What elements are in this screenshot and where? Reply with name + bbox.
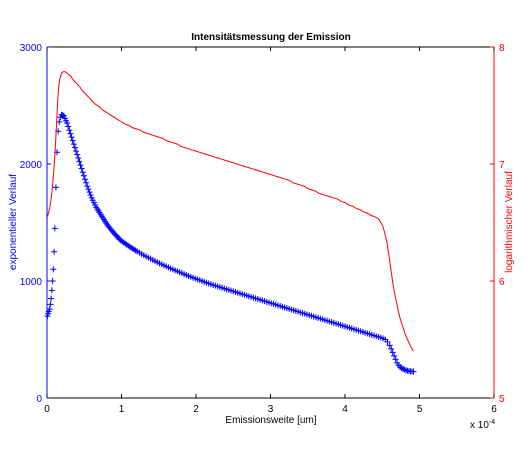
data-point — [47, 301, 54, 308]
series-line — [46, 71, 414, 352]
data-point — [410, 368, 417, 375]
data-point — [68, 134, 75, 141]
x-tick-label: 3 — [268, 404, 274, 415]
data-point — [48, 295, 55, 302]
y-left-axis-title: exponentieller Verlauf — [8, 174, 19, 270]
x-axis-multiplier-exponent: -4 — [489, 419, 495, 426]
x-tick-label: 5 — [417, 404, 423, 415]
exponential-series — [44, 111, 417, 375]
data-point — [59, 111, 66, 118]
data-point — [73, 148, 80, 155]
x-tick-label: 6 — [491, 404, 497, 415]
x-axis-multiplier-base: x 10 — [470, 420, 489, 431]
data-point — [386, 342, 393, 349]
plot-frame — [46, 46, 495, 399]
y-right-axis-title: logarithmischer Verlauf — [504, 171, 515, 273]
logarithmic-series — [46, 71, 414, 352]
data-point — [50, 266, 57, 273]
data-point — [65, 123, 72, 130]
data-point — [69, 137, 76, 144]
data-point — [384, 338, 391, 345]
data-point — [56, 118, 63, 125]
data-point — [51, 248, 58, 255]
x-axis-title: Emissionsweite [um] — [225, 415, 316, 426]
data-point — [79, 169, 86, 176]
data-point — [51, 225, 58, 232]
data-point — [52, 184, 59, 191]
x-tick-label: 2 — [193, 404, 199, 415]
data-point — [77, 162, 84, 169]
y-left-tick-label: 0 — [36, 394, 42, 405]
data-point — [71, 144, 78, 151]
data-point — [75, 155, 82, 162]
data-point — [401, 366, 408, 373]
data-point — [389, 349, 396, 356]
data-point — [400, 365, 407, 372]
data-point — [85, 186, 92, 193]
data-point — [81, 176, 88, 183]
y-right-tick-label: 8 — [499, 43, 505, 54]
data-point — [388, 345, 395, 352]
x-tick-label: 0 — [44, 404, 50, 415]
data-point — [84, 183, 91, 190]
data-point — [66, 127, 73, 134]
data-point — [80, 172, 87, 179]
data-point — [64, 120, 71, 127]
y-right-tick-label: 5 — [499, 394, 505, 405]
y-left-tick-label: 3000 — [20, 43, 43, 54]
data-point — [86, 189, 93, 196]
y-left-tick-label: 1000 — [20, 277, 43, 288]
data-point — [392, 356, 399, 363]
data-point — [48, 287, 55, 294]
data-point — [83, 179, 90, 186]
data-point — [70, 141, 77, 148]
x-tick-label: 4 — [342, 404, 348, 415]
y-right-tick-label: 7 — [499, 160, 505, 171]
chart-title: Intensitätsmessung der Emission — [191, 32, 351, 43]
data-point — [74, 151, 81, 158]
x-axis-multiplier: x 10-4 — [470, 419, 495, 431]
data-point — [391, 352, 398, 359]
data-point — [132, 247, 139, 254]
y-right-tick-label: 6 — [499, 277, 505, 288]
data-point — [67, 130, 74, 137]
data-point — [78, 165, 85, 172]
y-left-tick-label: 2000 — [20, 160, 43, 171]
data-point — [46, 306, 53, 313]
data-point — [76, 158, 83, 165]
data-point — [87, 192, 94, 199]
x-tick-label: 1 — [119, 404, 125, 415]
